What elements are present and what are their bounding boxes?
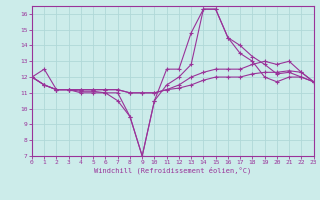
X-axis label: Windchill (Refroidissement éolien,°C): Windchill (Refroidissement éolien,°C) [94, 167, 252, 174]
